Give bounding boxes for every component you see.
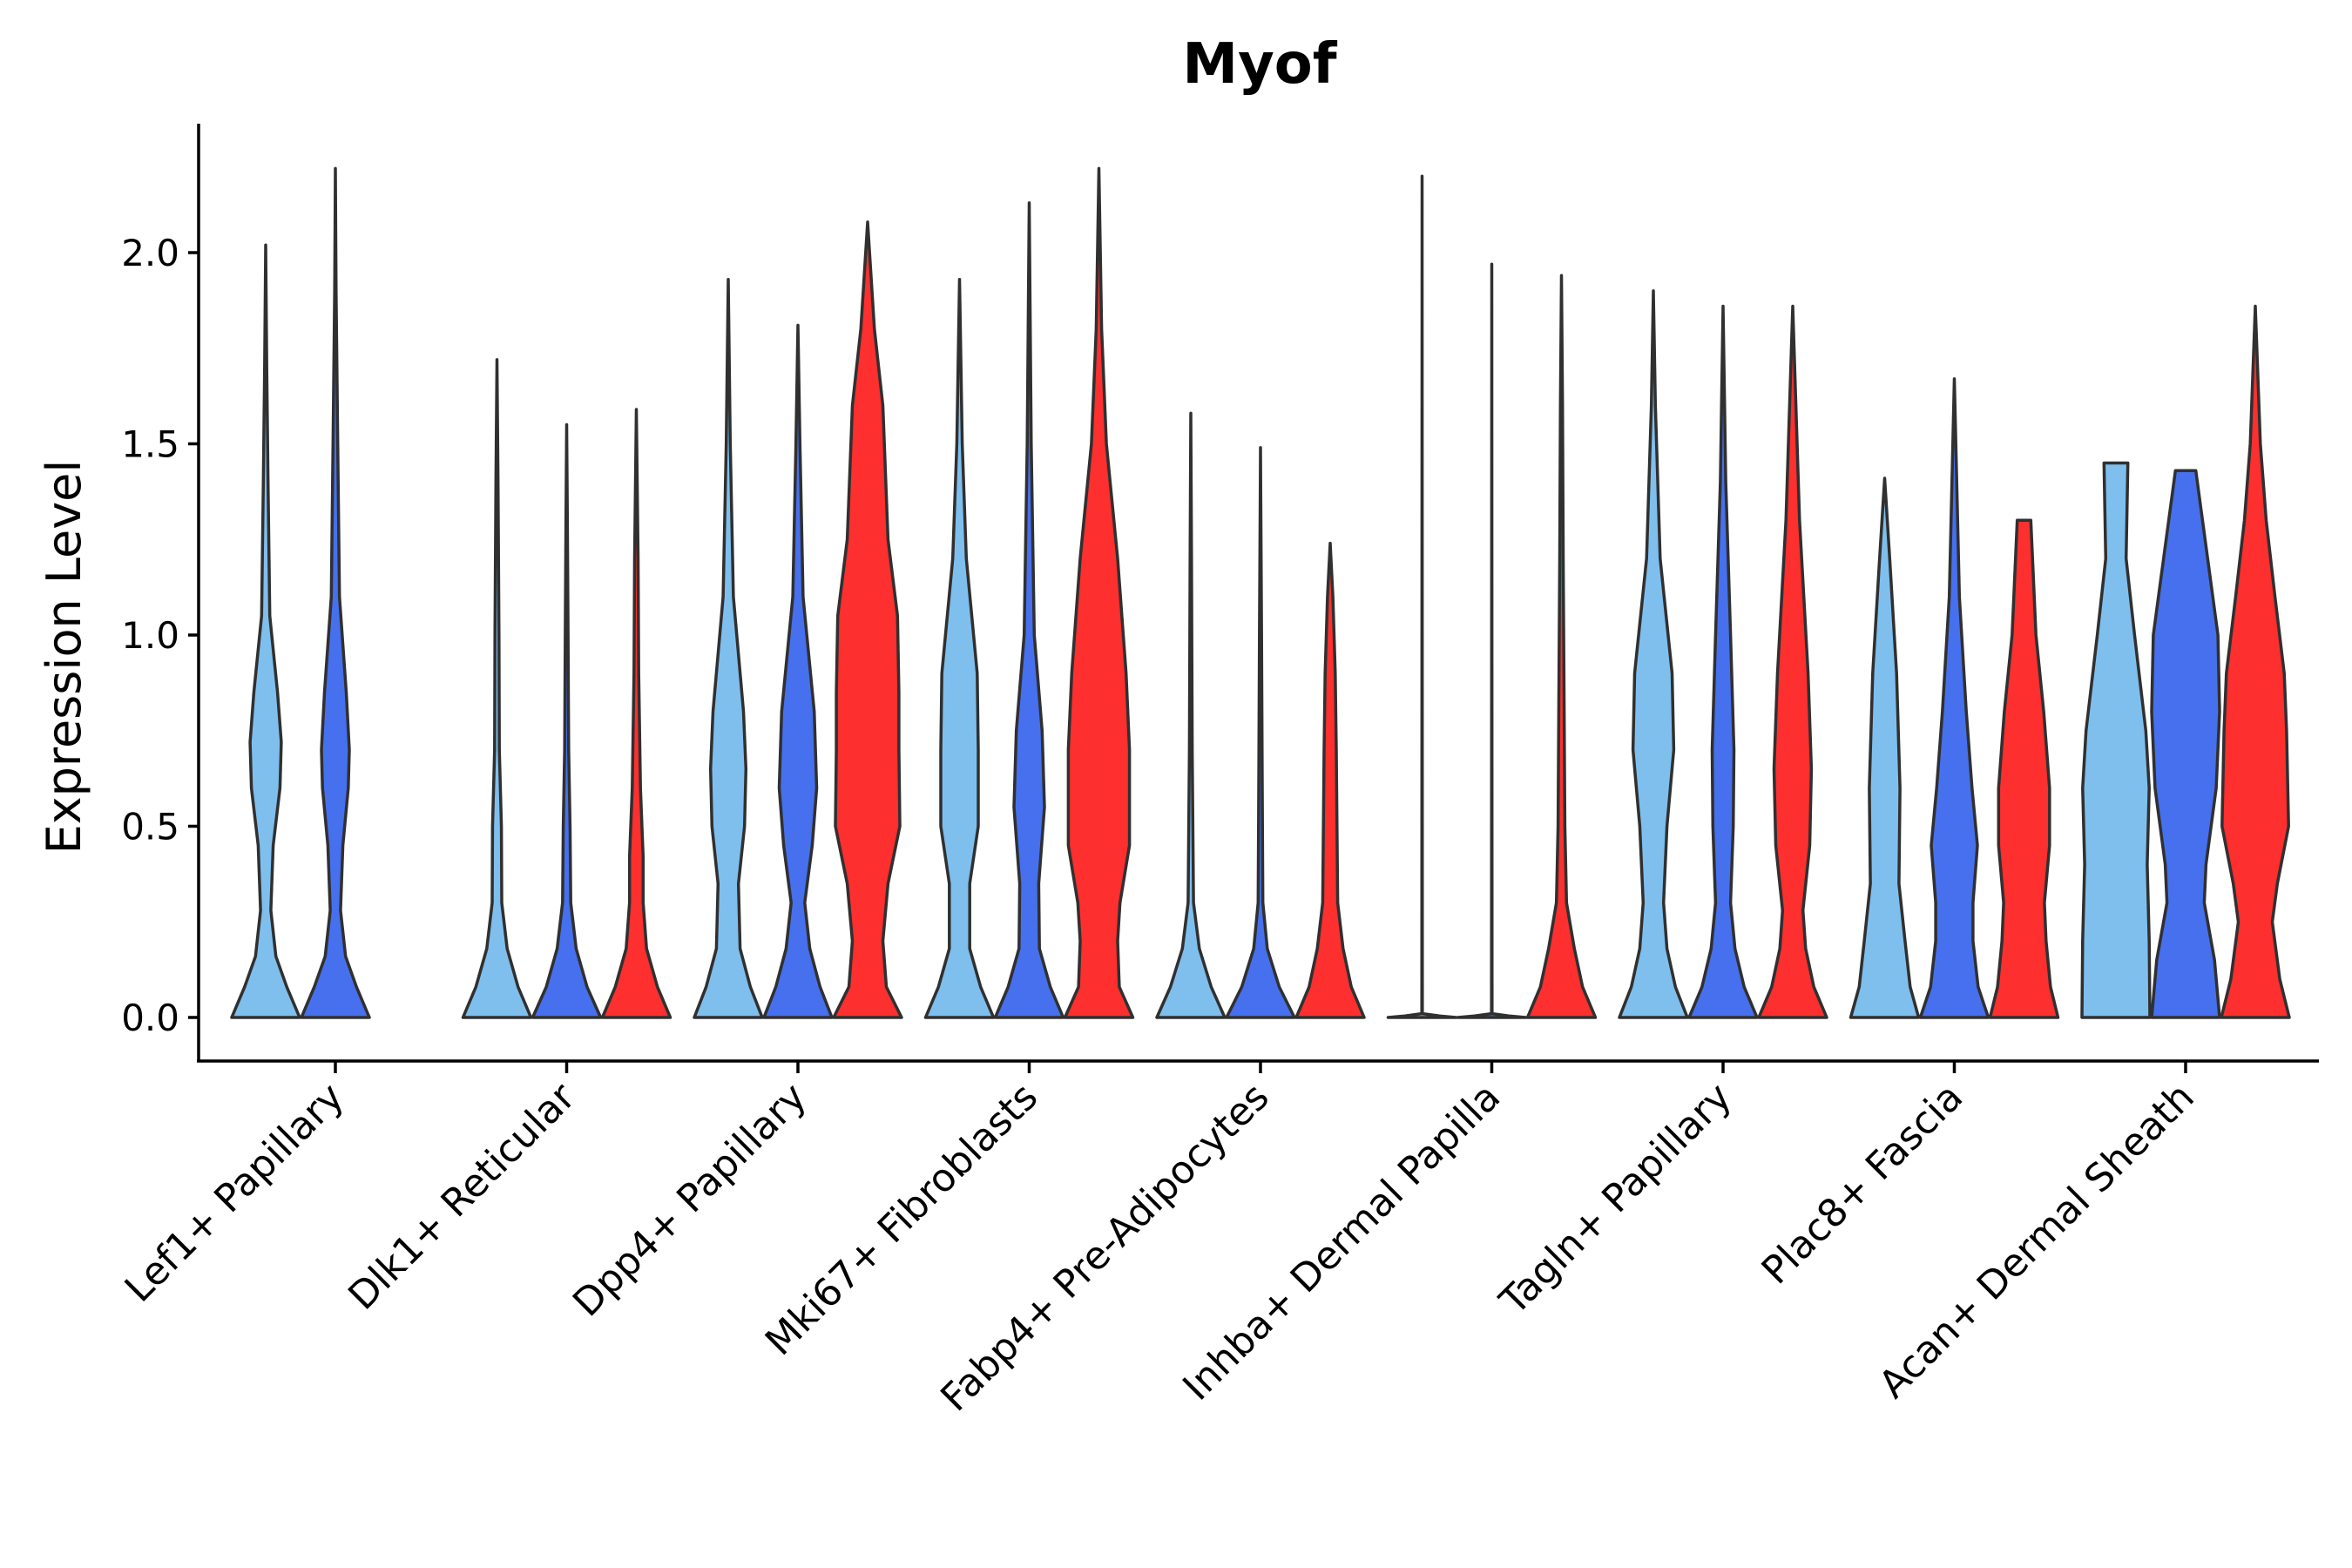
chart-title: Myof xyxy=(1182,32,1337,97)
y-tick-label: 2.0 xyxy=(121,232,179,274)
violin-7-2 xyxy=(1687,304,1759,1019)
violin-layer xyxy=(230,166,2291,1019)
y-tick-label: 1.0 xyxy=(121,614,179,657)
violin-5-2 xyxy=(1225,446,1296,1019)
x-tick-label: Dpp4+ Papillary xyxy=(564,1075,815,1326)
violin-3-3 xyxy=(832,220,903,1019)
x-tick-label: Dlk1+ Reticular xyxy=(340,1074,585,1319)
violin-4-1 xyxy=(923,277,996,1019)
y-ticks: 0.0 0.5 1.0 1.5 2.0 xyxy=(121,232,199,1039)
violin-6-3 xyxy=(1525,274,1598,1019)
violin-6-1 xyxy=(1386,174,1458,1019)
violin-6-2 xyxy=(1456,262,1528,1019)
violin-4-3 xyxy=(1063,166,1135,1019)
violin-9-3 xyxy=(2220,304,2291,1019)
x-tick-label: Tagln+ Papillary xyxy=(1491,1075,1740,1324)
axes xyxy=(197,124,2319,1063)
violin-7-1 xyxy=(1618,289,1689,1019)
violin-9-1 xyxy=(2080,461,2152,1019)
y-axis-label: Expression Level xyxy=(37,460,91,855)
x-tick-label: Plac8+ Fascia xyxy=(1754,1075,1972,1294)
violin-5-3 xyxy=(1294,541,1366,1019)
violin-8-1 xyxy=(1848,476,1921,1019)
violin-3-1 xyxy=(693,277,764,1019)
violin-9-2 xyxy=(2150,469,2221,1019)
violin-8-2 xyxy=(1918,377,1990,1019)
y-tick-label: 1.5 xyxy=(121,423,179,466)
violin-7-3 xyxy=(1757,304,1828,1019)
y-tick-label: 0.0 xyxy=(121,997,179,1039)
violin-4-2 xyxy=(993,201,1065,1019)
violin-1-2 xyxy=(300,166,371,1019)
violin-8-3 xyxy=(1988,518,2060,1019)
violin-2-3 xyxy=(600,408,672,1019)
violin-2-2 xyxy=(531,422,603,1019)
violin-2-1 xyxy=(461,358,533,1019)
x-tick-label: Lef1+ Papillary xyxy=(117,1075,353,1311)
y-tick-label: 0.5 xyxy=(121,806,179,848)
violin-5-1 xyxy=(1155,411,1227,1019)
violin-3-2 xyxy=(762,323,834,1019)
violin-1-1 xyxy=(230,243,301,1019)
